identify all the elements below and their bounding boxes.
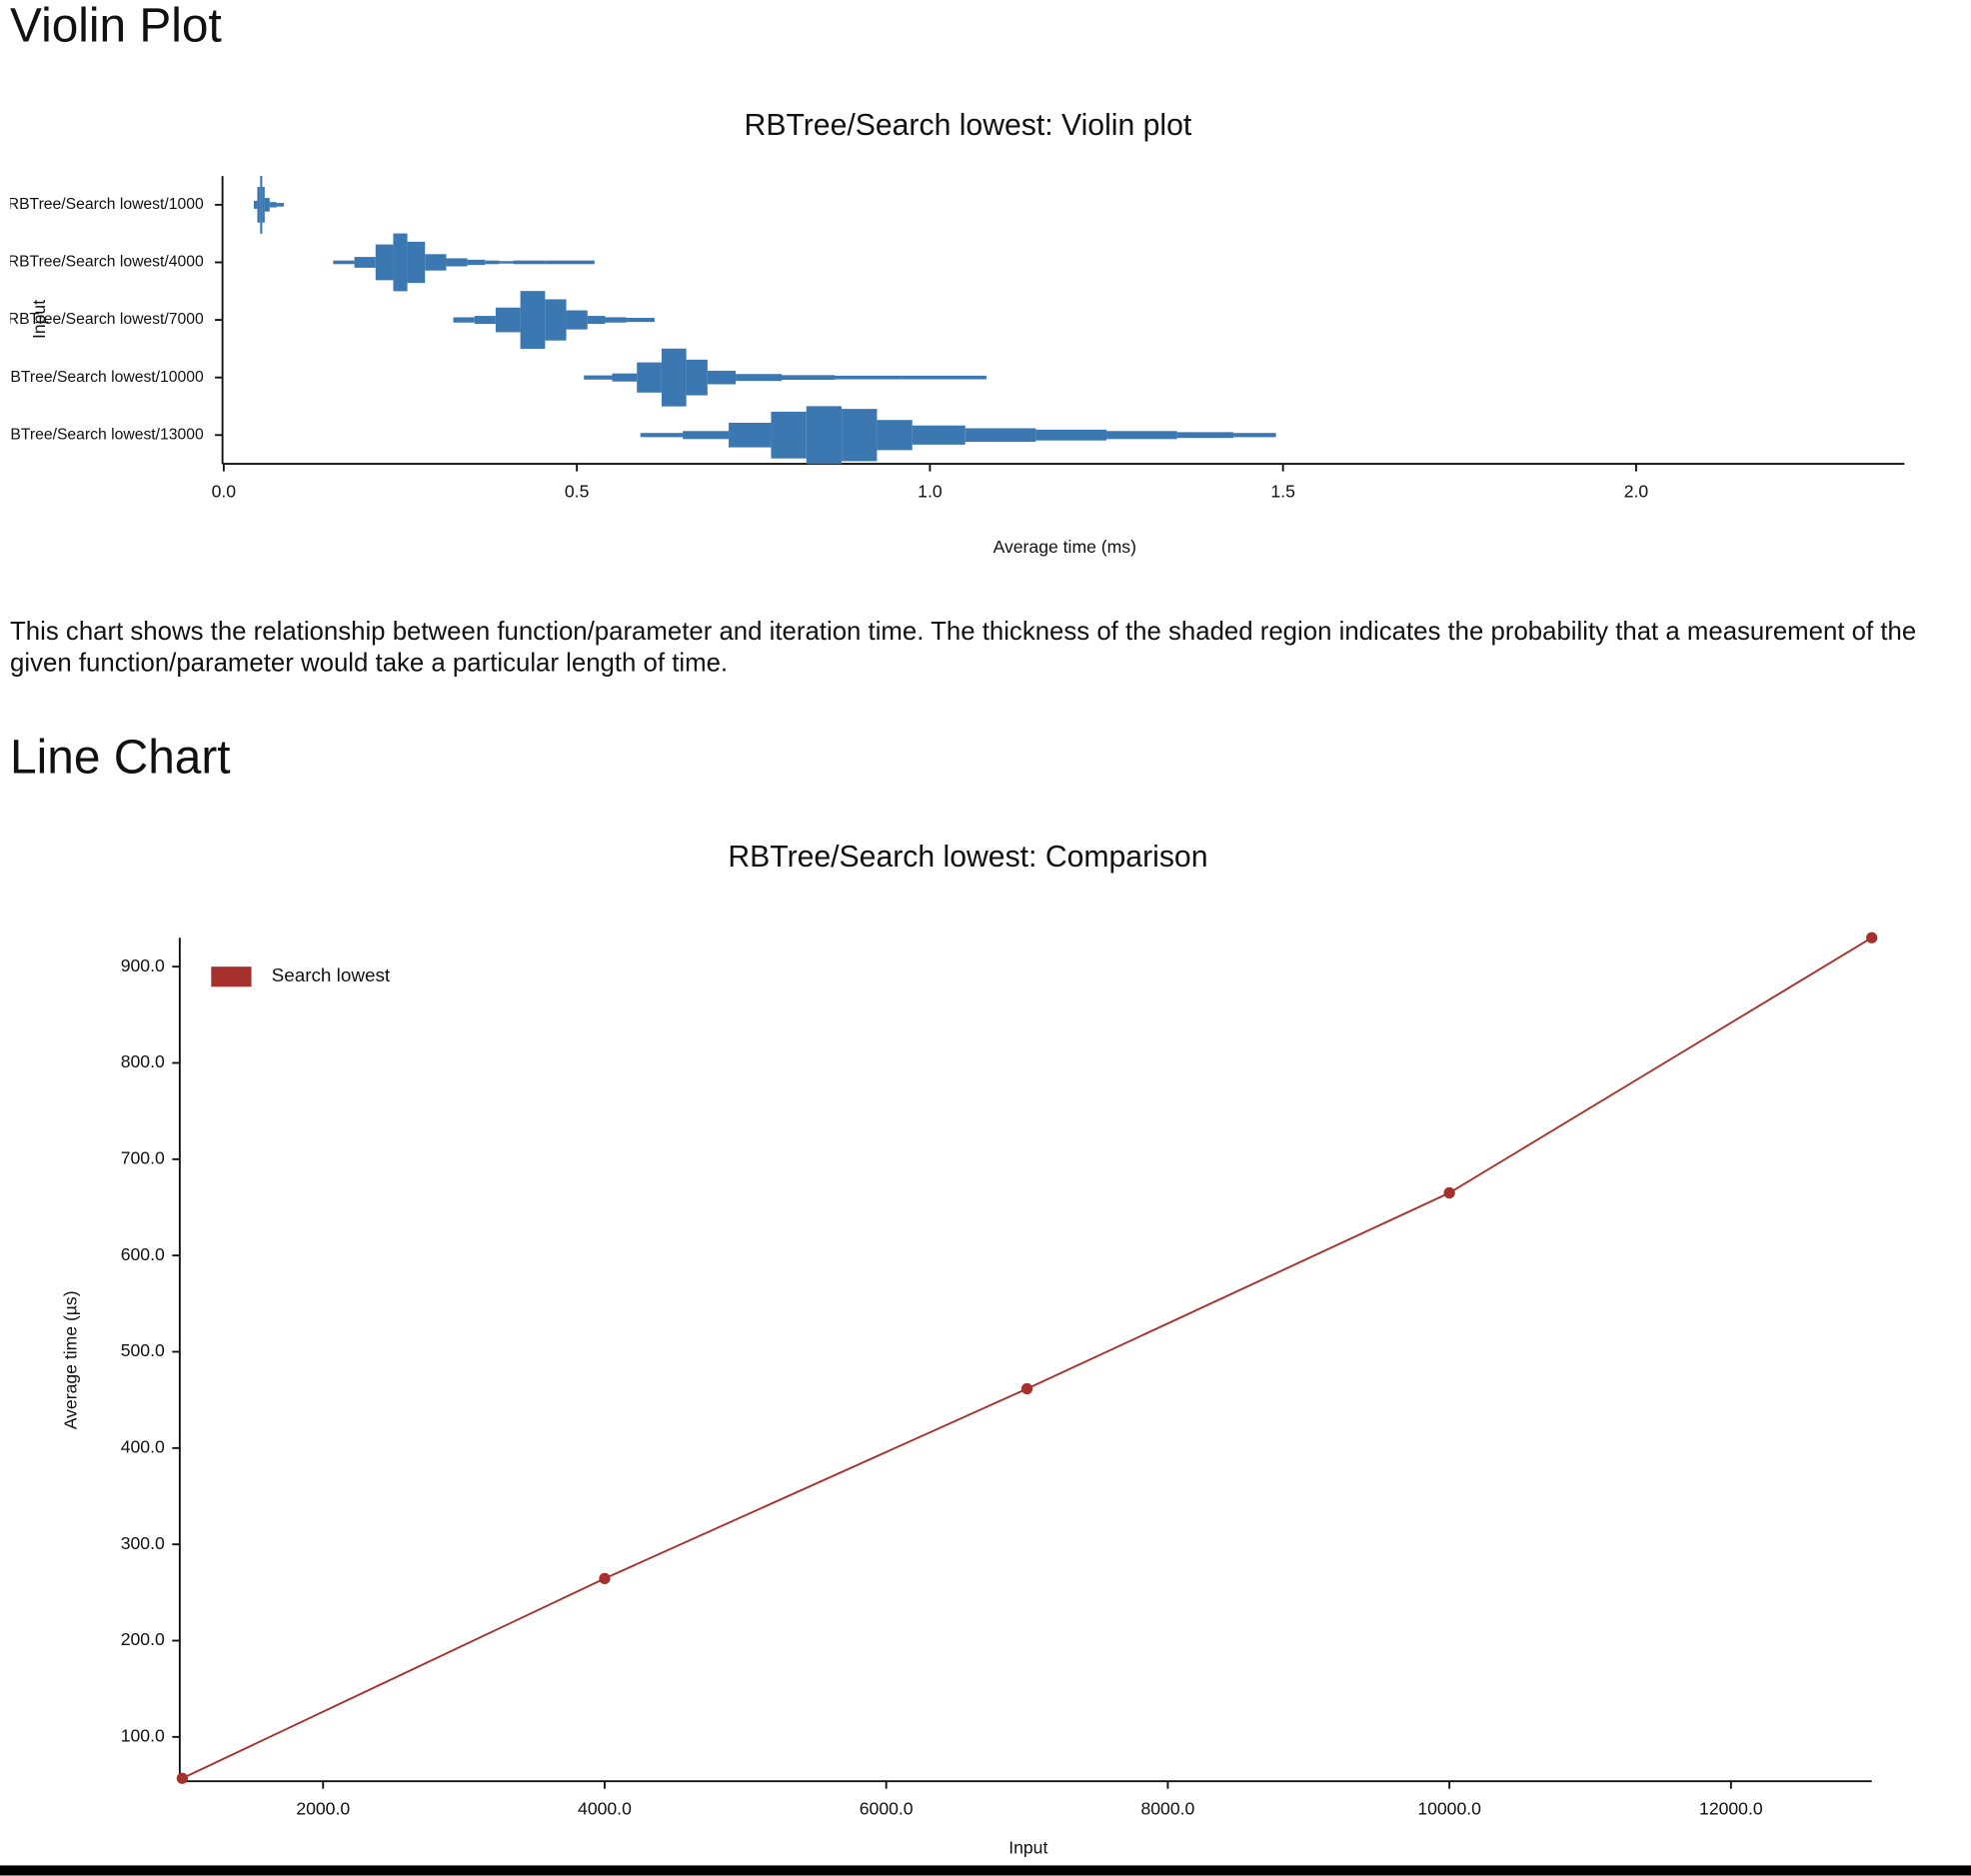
violin-segment [393, 233, 408, 292]
violin-segment [912, 425, 966, 445]
window-edge [0, 1865, 1971, 1876]
data-point [599, 1572, 611, 1585]
violin-segment [736, 374, 783, 382]
violin-segment [661, 348, 687, 407]
violin-segment [262, 187, 265, 223]
section-heading: Violin Plot [10, 0, 222, 53]
data-point [176, 1772, 189, 1784]
legend-label: Search lowest [272, 964, 391, 985]
data-point [1866, 932, 1878, 943]
chart-title: RBTree/Search lowest: Violin plot [745, 109, 1192, 142]
violin-segment [637, 362, 662, 393]
violin-segment [612, 373, 638, 382]
x-tick-label: 8000.0 [1140, 1799, 1194, 1819]
violin-segment [902, 375, 986, 380]
y-tick-label: 200.0 [121, 1629, 165, 1649]
violin-segment [626, 317, 655, 323]
violin-segment [264, 198, 270, 212]
violin-segment [446, 258, 468, 267]
chart-title: RBTree/Search lowest: Comparison [728, 841, 1207, 874]
violin-segment [333, 260, 355, 265]
violin-segment [495, 307, 521, 333]
violin-segment [683, 431, 730, 440]
violin-segment [269, 202, 277, 208]
violin-segment [425, 254, 447, 271]
y-axis-label: Input [29, 300, 49, 339]
y-tick-label: 300.0 [121, 1533, 165, 1553]
violin-segment [842, 409, 878, 462]
violin-segment [707, 370, 737, 385]
violin-segment [1106, 431, 1177, 440]
violin-segment [1233, 433, 1276, 438]
violin-segment [354, 257, 376, 268]
violin-segment [407, 241, 426, 284]
description: This chart shows the relationship betwee… [10, 617, 1917, 678]
x-tick-label: 0.0 [212, 482, 237, 502]
violin-segment [474, 316, 496, 325]
violin-segment [453, 317, 475, 323]
violin-segment [729, 422, 772, 448]
x-axis-label: Input [1008, 1838, 1047, 1858]
violin-segment [584, 375, 613, 380]
violin-segment [640, 433, 684, 438]
violin-segment [253, 200, 258, 209]
violin-segment [806, 406, 843, 465]
violin-segment [375, 244, 394, 281]
violin-segment [1176, 432, 1234, 439]
x-tick-label: 1.5 [1270, 482, 1295, 502]
y-tick-label: RBTree/Search lowest/7000 [8, 311, 204, 328]
y-tick-label: 800.0 [121, 1051, 165, 1071]
violin-segment [485, 260, 500, 265]
violin-segment [545, 260, 595, 265]
violin-segment [877, 420, 913, 451]
violin-segment [587, 316, 606, 325]
violin-segment [513, 260, 546, 265]
y-tick-label: RBTree/Search lowest/4000 [8, 254, 204, 271]
y-tick-label: 400.0 [121, 1436, 165, 1456]
x-tick-label: 12000.0 [1699, 1799, 1763, 1819]
violin-segment [520, 291, 546, 350]
violin-segment [1035, 429, 1107, 441]
x-tick-label: 2.0 [1624, 482, 1649, 502]
x-tick-label: 4000.0 [578, 1799, 632, 1819]
y-tick-label: 600.0 [121, 1244, 165, 1264]
y-tick-label: 900.0 [121, 955, 165, 975]
y-tick-label: RBTree/Search lowest/1000 [8, 196, 204, 213]
x-tick-label: 10000.0 [1417, 1799, 1481, 1819]
violin-chart: RBTree/Search lowest: Violin plot 0.0 0.5 1… [0, 109, 1905, 557]
series-line [181, 937, 1873, 1780]
violin-segment [260, 175, 263, 234]
x-tick-label: 6000.0 [860, 1799, 914, 1819]
y-axis-label: Average time (µs) [60, 1290, 80, 1429]
data-point [1020, 1382, 1033, 1395]
violin-segment [467, 259, 486, 266]
violin-segment [835, 375, 903, 380]
x-tick-label: 0.5 [565, 482, 590, 502]
x-axis-label: Average time (ms) [993, 537, 1136, 557]
violin-segment [605, 317, 627, 323]
x-tick-label: 1.0 [918, 482, 943, 502]
violin-segment [499, 261, 514, 264]
legend-swatch [211, 966, 252, 987]
x-tick-label: 2000.0 [296, 1799, 350, 1819]
violin-segment [545, 299, 567, 341]
violin-segment [566, 310, 588, 330]
y-tick-label: 500.0 [121, 1340, 165, 1360]
violin-segment [965, 428, 1036, 443]
section-heading: Line Chart [10, 731, 231, 785]
violin-segment [257, 187, 261, 223]
y-tick-label: 700.0 [121, 1147, 165, 1167]
y-tick-label: RBTree/Search lowest/13000 [0, 426, 204, 443]
y-tick-label: 100.0 [121, 1726, 165, 1746]
violin-segment [771, 411, 807, 459]
data-point [1443, 1186, 1455, 1199]
violin-segment [276, 203, 284, 207]
violin-segment [782, 375, 836, 381]
y-tick-label: RBTree/Search lowest/10000 [0, 369, 204, 386]
violin-segment [686, 359, 708, 396]
